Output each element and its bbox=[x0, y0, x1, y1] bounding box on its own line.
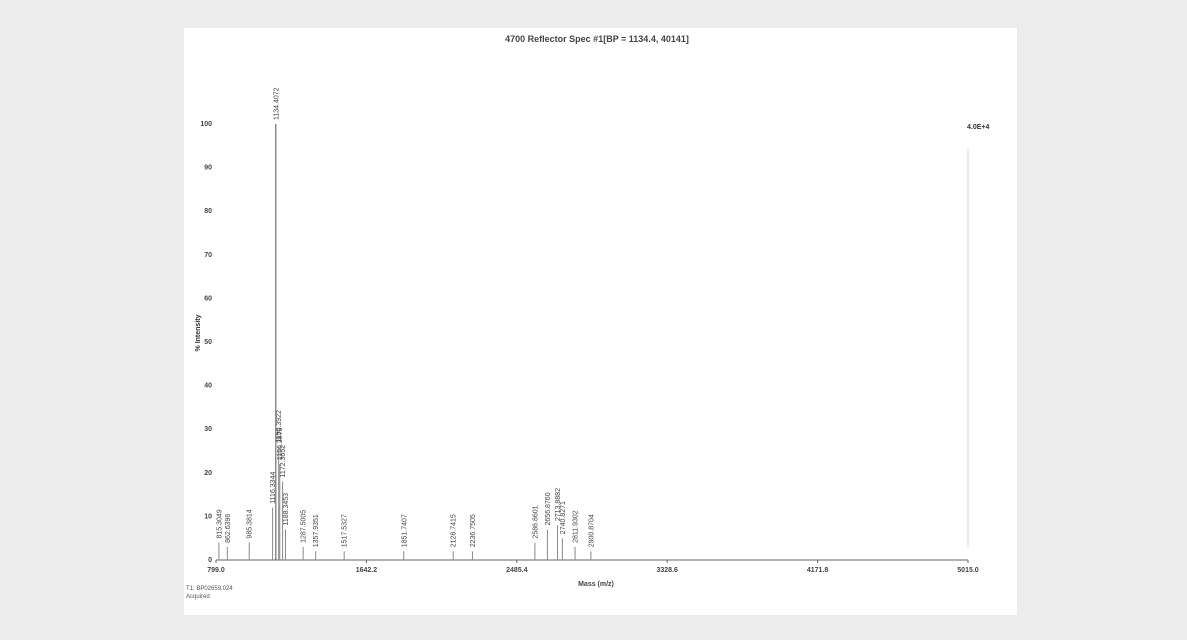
chart-sheet: 4700 Reflector Spec #1[BP = 1134.4, 4014… bbox=[184, 28, 1017, 615]
peak-label: 1517.5327 bbox=[342, 514, 349, 547]
footer-file-label: T1: BP02659.024 bbox=[186, 586, 233, 592]
max-intensity-label: 4.0E+4 bbox=[967, 124, 989, 131]
peak-label: 1156.3879 bbox=[277, 427, 284, 460]
peak-label: 2236.7505 bbox=[470, 514, 477, 547]
x-tick-label: 2485.4 bbox=[506, 567, 528, 574]
chart-title: 4700 Reflector Spec #1[BP = 1134.4, 4014… bbox=[505, 34, 689, 44]
y-axis-label: % Intensity bbox=[195, 314, 202, 351]
y-tick-label: 20 bbox=[204, 470, 212, 477]
peak-label: 1357.9351 bbox=[313, 514, 320, 547]
peak-label: 1188.3453 bbox=[283, 493, 290, 526]
peak-label: 2128.7415 bbox=[451, 514, 458, 547]
peaks-group: 815.3049 862.6396 985.3814 1116.3344 1134.40… bbox=[216, 87, 595, 560]
y-tick-label: 0 bbox=[208, 557, 212, 564]
mass-spectrum-chart: 4700 Reflector Spec #1[BP = 1134.4, 4014… bbox=[195, 34, 989, 588]
peak-label: 1851.7407 bbox=[401, 514, 408, 547]
y-tick-label: 90 bbox=[204, 165, 212, 172]
axes-group: 799.0 1642.2 2485.4 3328.6 4171.8 5015.0 0 10 20… bbox=[200, 121, 978, 574]
peak-label: 1172.3652 bbox=[280, 445, 287, 478]
peak-label: 2811.9302 bbox=[573, 510, 580, 543]
footer-acquired-label: Acquired bbox=[186, 594, 210, 600]
peak-label: 2586.8601 bbox=[532, 505, 539, 538]
peak-label: 2656.8760 bbox=[545, 492, 552, 525]
x-tick-label: 5015.0 bbox=[957, 567, 979, 574]
y-tick-label: 70 bbox=[204, 252, 212, 259]
peak-label: 2900.8704 bbox=[588, 514, 595, 547]
peak-label: 985.3814 bbox=[247, 509, 254, 538]
peak-label: 2740.8271 bbox=[560, 501, 567, 534]
peak-label: 815.3049 bbox=[216, 509, 223, 538]
x-tick-label: 1642.2 bbox=[356, 567, 378, 574]
peak-label: 1116.3344 bbox=[270, 472, 277, 504]
y-tick-label: 50 bbox=[204, 339, 212, 346]
screenshot-frame: 4700 Reflector Spec #1[BP = 1134.4, 4014… bbox=[10, 10, 1177, 630]
x-tick-label: 4171.8 bbox=[807, 567, 829, 574]
x-axis-label: Mass (m/z) bbox=[578, 581, 614, 588]
x-tick-label: 799.0 bbox=[207, 567, 225, 574]
peak-label: 1287.5005 bbox=[301, 510, 308, 543]
peak-label: 1134.4072 bbox=[273, 87, 280, 120]
peak-label: 2713.8882 bbox=[555, 488, 562, 521]
peak-label: 1150.3922 bbox=[276, 410, 283, 443]
peak-label: 862.6396 bbox=[225, 514, 232, 543]
y-tick-label: 60 bbox=[204, 295, 212, 302]
x-tick-label: 3328.6 bbox=[656, 567, 678, 574]
y-tick-label: 80 bbox=[204, 208, 212, 215]
y-tick-label: 100 bbox=[200, 121, 212, 128]
y-tick-label: 40 bbox=[204, 383, 212, 390]
y-tick-label: 30 bbox=[204, 426, 212, 433]
y-tick-label: 10 bbox=[204, 513, 212, 520]
